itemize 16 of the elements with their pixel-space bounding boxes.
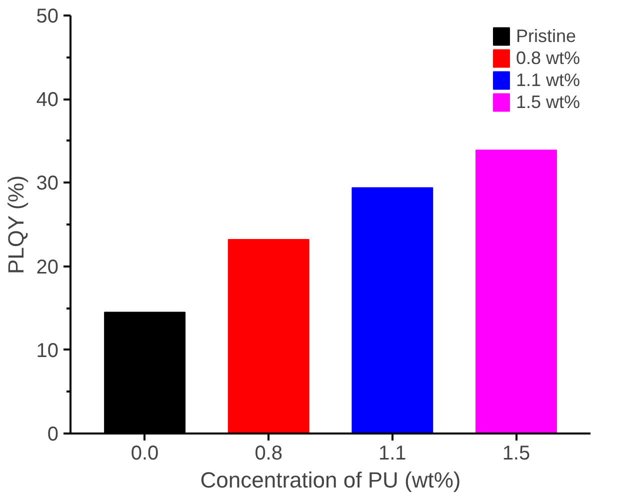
x-axis-title: Concentration of PU (wt%) xyxy=(200,468,461,492)
y-tick-label: 20 xyxy=(36,256,59,278)
y-tick-label: 50 xyxy=(36,6,59,28)
x-tick-label: 1.1 xyxy=(378,442,406,464)
y-tick-label: 30 xyxy=(36,172,59,195)
legend-label: 1.5 wt% xyxy=(516,91,580,113)
x-tick-label: 0.0 xyxy=(130,442,159,464)
legend-label: 1.1 wt% xyxy=(516,69,580,91)
legend-label: 0.8 wt% xyxy=(516,47,580,69)
y-tick-label: 0 xyxy=(47,424,58,446)
y-axis-title: PLQY (%) xyxy=(3,175,28,274)
x-tick-label: 0.8 xyxy=(254,442,283,464)
x-tick-label: 1.5 xyxy=(502,442,530,464)
legend-label: Pristine xyxy=(516,25,576,47)
y-tick-label: 40 xyxy=(36,89,59,112)
y-tick-label: 10 xyxy=(36,340,59,362)
